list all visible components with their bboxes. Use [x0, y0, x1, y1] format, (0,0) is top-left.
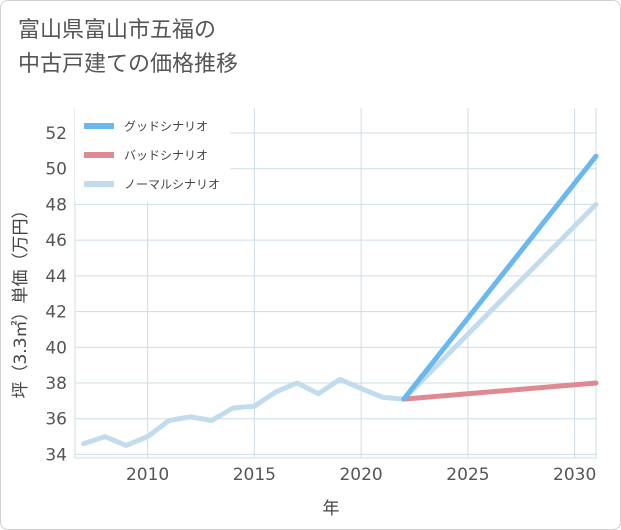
y-tick-label: 48	[45, 195, 67, 215]
chart-title-line-1: 富山県富山市五福の	[18, 18, 217, 43]
y-tick-label: 34	[45, 445, 67, 465]
x-tick-label: 2030	[553, 465, 596, 485]
grid-lines	[74, 108, 597, 459]
y-tick-label: 50	[45, 160, 67, 180]
series-line-normal	[81, 201, 599, 448]
tick-labels: 34 36 38 40 42 44 46 48 50 52 2010 2015 2020 2025 2030	[45, 124, 596, 485]
y-tick-label: 38	[45, 374, 67, 394]
legend-label-bad: バッドシナリオ	[124, 149, 208, 163]
y-tick-label: 44	[45, 267, 67, 287]
legend-label-good: グッドシナリオ	[124, 120, 208, 134]
y-tick-label: 52	[45, 124, 67, 144]
chart-title-line-2: 中古戸建ての価格推移	[18, 52, 239, 77]
series-lines	[81, 153, 599, 448]
y-tick-label: 36	[45, 410, 67, 430]
x-tick-label: 2010	[126, 465, 169, 485]
y-tick-label: 46	[45, 231, 67, 251]
y-tick-label: 42	[45, 303, 67, 323]
y-tick-label: 40	[45, 338, 67, 358]
chart-title: 富山県富山市五福の 中古戸建ての価格推移	[18, 14, 238, 82]
y-axis-label: 坪（3.3㎡）単価（万円）	[11, 201, 31, 398]
x-axis-label: 年	[323, 499, 340, 519]
series-line-bad	[401, 380, 599, 402]
x-tick-label: 2020	[339, 465, 382, 485]
x-tick-label: 2025	[446, 465, 489, 485]
series-line-good	[401, 153, 599, 402]
legend-label-normal: ノーマルシナリオ	[124, 178, 220, 192]
x-tick-label: 2015	[233, 465, 276, 485]
